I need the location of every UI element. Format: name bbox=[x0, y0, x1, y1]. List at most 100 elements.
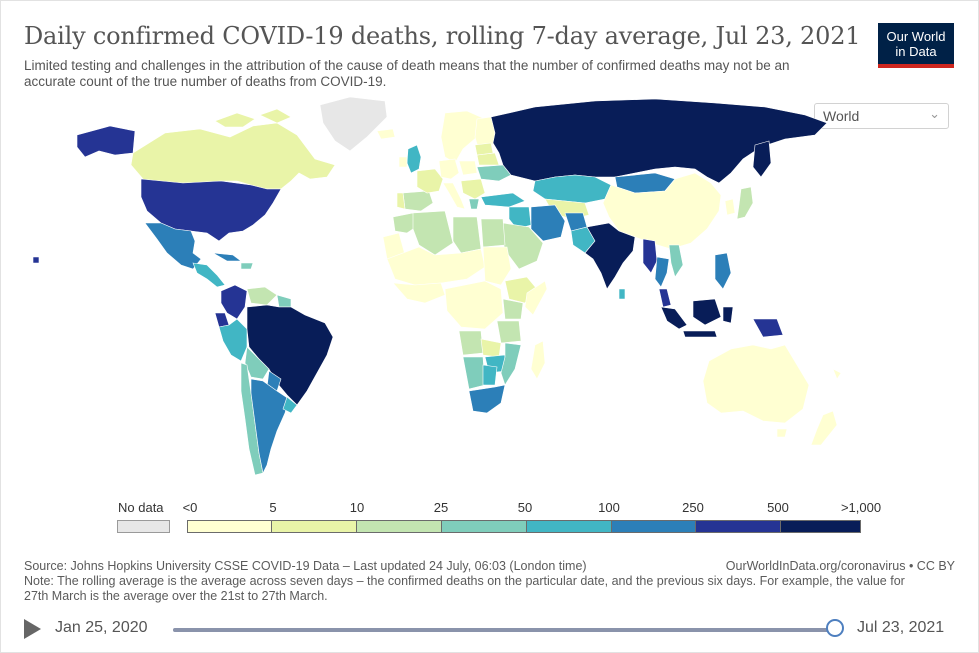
country-libya[interactable] bbox=[452, 216, 482, 254]
country-greece[interactable] bbox=[468, 198, 480, 210]
country-central-america[interactable] bbox=[192, 262, 226, 288]
legend-no-data-swatch[interactable] bbox=[117, 520, 170, 533]
timeline-handle[interactable] bbox=[826, 619, 844, 637]
legend-bin-6[interactable] bbox=[695, 520, 781, 533]
legend-tick-0: <0 bbox=[182, 500, 198, 515]
country-myanmar[interactable] bbox=[642, 238, 658, 274]
country-mozambique[interactable] bbox=[500, 342, 522, 386]
country-argentina[interactable] bbox=[250, 378, 290, 474]
logo-red-bar bbox=[878, 64, 954, 68]
country-tanzania[interactable] bbox=[496, 320, 522, 344]
country-sri-lanka[interactable] bbox=[618, 288, 626, 300]
country-ireland[interactable] bbox=[398, 156, 408, 168]
country-spain[interactable] bbox=[402, 190, 434, 212]
country-greenland[interactable] bbox=[319, 96, 388, 152]
country-japan[interactable] bbox=[736, 186, 754, 220]
legend-bin-3[interactable] bbox=[441, 520, 527, 533]
country-venezuela[interactable] bbox=[246, 286, 278, 306]
play-icon[interactable] bbox=[24, 619, 41, 639]
legend-tick-5: 100 bbox=[598, 500, 620, 515]
legend-bin-5[interactable] bbox=[611, 520, 696, 533]
country-italy[interactable] bbox=[442, 182, 466, 210]
country-kamchatka[interactable] bbox=[752, 140, 772, 178]
credit-link[interactable]: OurWorldInData.org/coronavirus • CC BY bbox=[725, 559, 955, 573]
country-somalia[interactable] bbox=[524, 280, 548, 316]
country-png[interactable] bbox=[752, 318, 784, 338]
legend-bin-4[interactable] bbox=[526, 520, 612, 533]
country-ukraine[interactable] bbox=[476, 164, 512, 182]
legend-tick-4: 50 bbox=[517, 500, 533, 515]
country-canada[interactable] bbox=[130, 122, 336, 190]
country-indonesia-borneo[interactable] bbox=[692, 298, 722, 326]
country-vietnam[interactable] bbox=[668, 244, 684, 278]
country-uruguay[interactable] bbox=[282, 396, 298, 414]
country-namibia[interactable] bbox=[462, 356, 486, 390]
country-botswana[interactable] bbox=[482, 364, 498, 386]
country-australia[interactable] bbox=[702, 344, 810, 424]
country-new-zealand[interactable] bbox=[810, 410, 838, 446]
world-map bbox=[32, 96, 842, 476]
region-select-value: World bbox=[823, 108, 860, 124]
timeline-track[interactable] bbox=[173, 628, 838, 632]
country-turkey[interactable] bbox=[480, 192, 526, 208]
country-guianas[interactable] bbox=[276, 294, 292, 308]
country-egypt[interactable] bbox=[480, 218, 506, 248]
country-canada-arctic[interactable] bbox=[214, 112, 256, 128]
legend-bin-0[interactable] bbox=[187, 520, 272, 533]
chart-subtitle: Limited testing and challenges in the at… bbox=[24, 58, 790, 89]
country-south-africa[interactable] bbox=[468, 384, 506, 414]
country-cuba[interactable] bbox=[212, 252, 242, 262]
country-angola[interactable] bbox=[458, 330, 484, 356]
country-zambia[interactable] bbox=[480, 338, 502, 358]
country-portugal[interactable] bbox=[396, 192, 406, 210]
country-central-africa[interactable] bbox=[444, 280, 504, 330]
country-hawaii[interactable] bbox=[32, 256, 40, 264]
country-sudan[interactable] bbox=[482, 246, 512, 286]
country-alaska[interactable] bbox=[76, 125, 136, 158]
country-france[interactable] bbox=[416, 168, 444, 194]
country-baltics[interactable] bbox=[474, 142, 494, 156]
country-russia[interactable] bbox=[490, 98, 828, 184]
country-tasmania[interactable] bbox=[776, 428, 788, 438]
legend-bin-2[interactable] bbox=[356, 520, 442, 533]
timeline-end-date: Jul 23, 2021 bbox=[857, 619, 945, 636]
country-india[interactable] bbox=[584, 222, 636, 290]
country-poland[interactable] bbox=[458, 160, 478, 176]
country-ecuador[interactable] bbox=[214, 312, 230, 328]
country-germany[interactable] bbox=[438, 158, 460, 180]
legend-tick-1: 5 bbox=[269, 500, 277, 515]
country-canada-arctic-2[interactable] bbox=[259, 108, 292, 124]
country-scandinavia[interactable] bbox=[440, 110, 486, 164]
country-malaysia[interactable] bbox=[658, 288, 672, 308]
legend-tick-3: 25 bbox=[433, 500, 449, 515]
chart-title: Daily confirmed COVID-19 deaths, rolling… bbox=[24, 22, 861, 50]
country-indonesia-sumatra[interactable] bbox=[660, 306, 688, 330]
country-philippines[interactable] bbox=[714, 252, 732, 290]
country-mexico[interactable] bbox=[144, 222, 202, 270]
country-korea[interactable] bbox=[724, 198, 736, 216]
legend-tick-7: 500 bbox=[767, 500, 789, 515]
country-bolivia[interactable] bbox=[244, 346, 270, 380]
timeline: Jan 25, 2020 Jul 23, 2021 bbox=[0, 612, 979, 647]
country-kenya[interactable] bbox=[502, 298, 524, 320]
timeline-start-date: Jan 25, 2020 bbox=[55, 619, 148, 636]
country-indonesia-sulawesi[interactable] bbox=[722, 306, 734, 324]
region-select[interactable]: World ⌄ bbox=[814, 103, 949, 129]
country-china[interactable] bbox=[602, 172, 722, 250]
legend-bin-1[interactable] bbox=[271, 520, 357, 533]
country-uk[interactable] bbox=[406, 144, 422, 174]
timeline-track-fill bbox=[173, 628, 838, 632]
country-caribbean[interactable] bbox=[240, 262, 254, 270]
country-balkans[interactable] bbox=[460, 178, 486, 200]
country-colombia[interactable] bbox=[220, 284, 248, 320]
country-new-caledonia[interactable] bbox=[832, 368, 842, 380]
country-madagascar[interactable] bbox=[530, 340, 546, 380]
country-thailand[interactable] bbox=[654, 256, 670, 288]
country-indonesia-java[interactable] bbox=[682, 330, 718, 338]
legend-bin-7[interactable] bbox=[780, 520, 861, 533]
country-west-africa[interactable] bbox=[392, 282, 446, 304]
chevron-down-icon: ⌄ bbox=[929, 106, 940, 121]
country-iceland[interactable] bbox=[376, 128, 396, 140]
owid-logo[interactable]: Our World in Data bbox=[878, 23, 954, 68]
legend-tick-2: 10 bbox=[349, 500, 365, 515]
